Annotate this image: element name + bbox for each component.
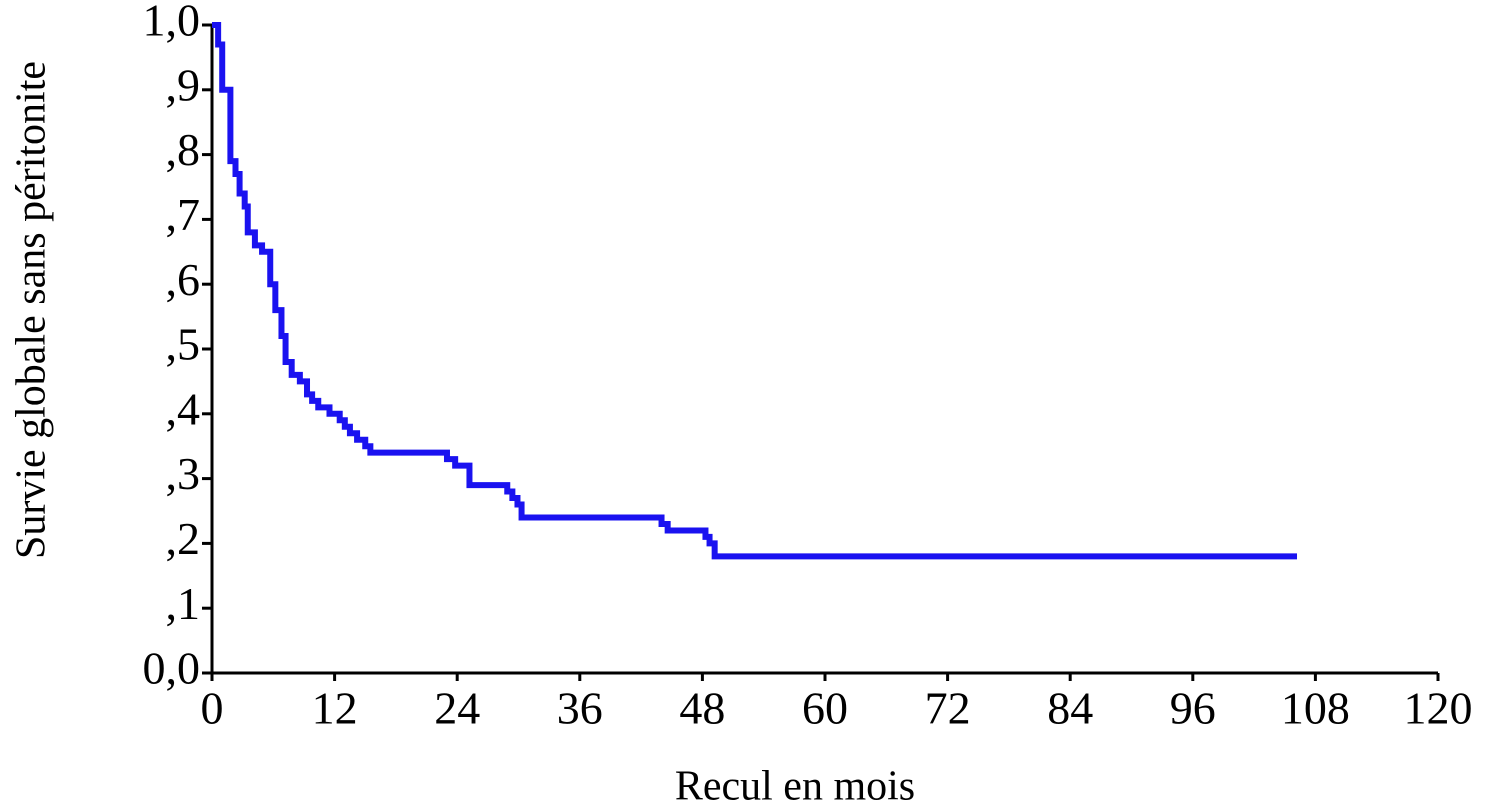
y-tick-label: ,9 xyxy=(166,59,201,110)
y-tick-label: 1,0 xyxy=(143,0,201,46)
x-tick-label: 0 xyxy=(201,683,224,734)
x-tick-label: 120 xyxy=(1404,683,1473,734)
x-tick-label: 96 xyxy=(1170,683,1216,734)
x-tick-label: 36 xyxy=(557,683,603,734)
y-tick-label: ,2 xyxy=(166,513,201,564)
y-tick-label: ,5 xyxy=(166,319,201,370)
x-tick-label: 48 xyxy=(679,683,725,734)
x-tick-label: 60 xyxy=(802,683,848,734)
survival-curve xyxy=(212,22,1298,560)
y-tick-label: ,1 xyxy=(166,578,201,629)
y-tick-label: 0,0 xyxy=(143,643,201,694)
y-axis-label: Survie globale sans péritonite xyxy=(9,61,55,559)
y-tick-label: ,6 xyxy=(166,254,201,305)
x-axis-label: Recul en mois xyxy=(675,764,915,810)
x-tick-label: 72 xyxy=(925,683,971,734)
x-tick-label: 84 xyxy=(1047,683,1093,734)
x-tick-label: 24 xyxy=(434,683,480,734)
x-tick-label: 108 xyxy=(1281,683,1350,734)
y-tick-label: ,4 xyxy=(166,383,201,434)
y-tick-label: ,7 xyxy=(166,189,201,240)
y-tick-label: ,3 xyxy=(166,448,201,499)
x-tick-label: 12 xyxy=(312,683,358,734)
y-tick-label: ,8 xyxy=(166,124,201,175)
